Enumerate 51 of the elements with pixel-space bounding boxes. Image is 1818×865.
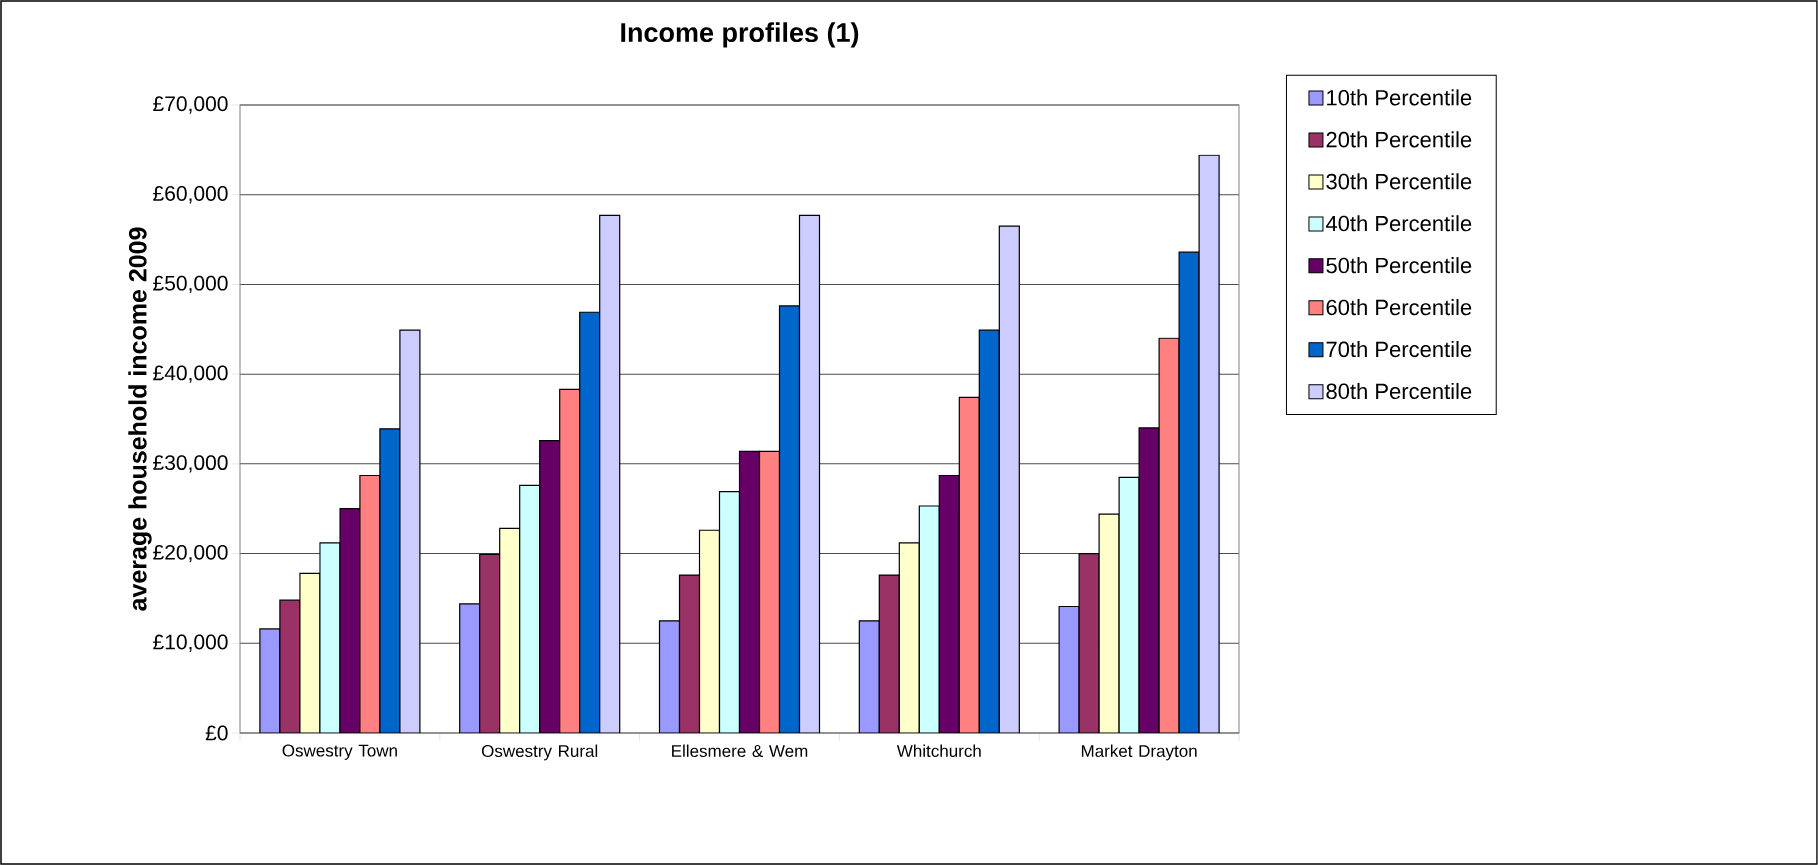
y-axis-title: average household income 2009 <box>128 227 152 611</box>
bar <box>759 451 780 733</box>
legend-label: 30th Percentile <box>1326 173 1472 190</box>
bar <box>739 451 760 733</box>
legend-label: 50th Percentile <box>1326 257 1472 274</box>
bar <box>679 575 700 733</box>
y-tick-label: £40,000 <box>153 365 228 383</box>
y-tick-label: £30,000 <box>153 455 228 473</box>
bar <box>599 215 620 733</box>
x-tick-label: Market Drayton <box>1081 744 1197 761</box>
legend-label: 80th Percentile <box>1326 382 1472 400</box>
bar <box>879 575 900 733</box>
bar <box>399 330 420 733</box>
y-tick-label: £50,000 <box>153 275 228 294</box>
bar <box>479 554 500 733</box>
x-tick-label: Whitchurch <box>896 744 981 758</box>
bar <box>919 506 940 733</box>
bar <box>1198 154 1220 733</box>
bar <box>499 528 520 733</box>
legend-label: 60th Percentile <box>1326 299 1472 316</box>
x-tick-label: Ellesmere & Wem <box>672 744 808 758</box>
bar <box>999 226 1020 733</box>
y-tick-label: £20,000 <box>153 544 228 563</box>
legend-label: 10th Percentile <box>1327 89 1472 106</box>
bar <box>1158 337 1180 733</box>
bar <box>659 620 680 733</box>
bar <box>899 542 920 733</box>
legend-label: 70th Percentile <box>1326 340 1472 358</box>
y-tick-label: £0 <box>205 725 228 741</box>
y-tick-label: £60,000 <box>153 186 228 204</box>
bar <box>559 389 580 733</box>
chart-title: Income profiles (1) <box>621 22 859 48</box>
x-tick-label: Oswestry Town <box>282 744 397 760</box>
bar <box>939 475 960 733</box>
y-tick-label: £10,000 <box>153 634 228 652</box>
bar <box>539 440 560 733</box>
bar <box>959 397 980 733</box>
y-tick-label: £70,000 <box>153 96 228 114</box>
bar <box>779 305 800 733</box>
x-tick-label: Oswestry Rural <box>481 744 598 761</box>
legend-label: 40th Percentile <box>1325 215 1472 232</box>
bar <box>1178 251 1200 733</box>
bar <box>699 530 720 733</box>
bar <box>719 491 740 733</box>
bar <box>859 620 880 733</box>
bar <box>519 485 540 733</box>
bar <box>799 215 820 733</box>
bar <box>579 312 600 733</box>
legend-label: 20th Percentile <box>1326 131 1472 148</box>
bar <box>459 603 480 733</box>
bar <box>979 330 1000 733</box>
